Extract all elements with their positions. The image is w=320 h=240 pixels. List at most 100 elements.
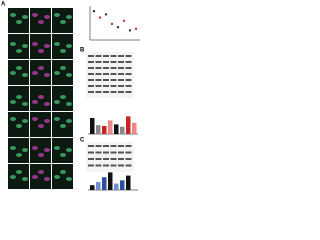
cell [54,100,60,104]
band [125,55,132,57]
data-point [128,29,132,32]
figure: A B C [1,2,140,191]
bar [120,126,125,134]
band [110,55,117,57]
cell [16,124,22,128]
band [125,145,132,147]
band [110,91,117,93]
bar [126,175,131,190]
band [95,67,102,69]
band [95,158,102,160]
band [118,61,124,63]
band [118,164,124,167]
data-point [116,26,120,29]
data-point [92,10,96,13]
bar [90,185,95,190]
band [125,79,132,81]
band [125,151,132,154]
panel-label: A [1,2,6,8]
band [103,61,109,63]
band [88,151,94,154]
cell [66,177,72,181]
cell [10,117,16,121]
image-tile [30,164,51,189]
cell [16,95,22,99]
cell [22,15,28,19]
cell [22,102,28,106]
band [110,67,117,69]
image-tile [30,34,51,59]
cell [38,95,44,99]
bar [90,118,95,134]
band [125,61,132,63]
band [118,145,124,147]
bar [102,126,107,134]
band [118,158,124,160]
cell [22,44,28,48]
band [103,79,109,81]
bar [96,125,101,134]
cell [44,177,50,181]
cell [60,124,66,128]
band [95,79,102,81]
cell [38,20,44,24]
cell [32,71,38,75]
image-tile [8,164,29,189]
band [103,158,109,160]
image-tile [52,138,73,163]
band [125,73,132,75]
cell [16,153,22,157]
image-tile [52,34,73,59]
band [118,67,124,69]
band [88,85,94,87]
cell [60,95,66,99]
bar [108,120,113,134]
band [103,164,109,167]
cell [10,71,16,75]
cell [60,170,66,174]
cell [38,153,44,157]
data-point [122,19,126,22]
cell [32,117,38,121]
cell [38,49,44,53]
image-tile [52,164,73,189]
cell [32,146,38,150]
cell [16,20,22,24]
band [110,79,117,81]
bar [120,180,125,190]
image-tile [8,138,29,163]
image-tile [8,60,29,85]
bar [96,182,101,190]
band [88,145,94,147]
cell [54,13,60,17]
cell [38,170,44,174]
bar [102,177,107,190]
band [118,79,124,81]
band [110,85,117,87]
cell [54,42,60,46]
band [88,158,94,160]
band [103,85,109,87]
cell [32,100,38,104]
cell [22,148,28,152]
data-point [98,16,102,19]
band [110,158,117,160]
band [125,158,132,160]
cell [66,102,72,106]
band [95,61,102,63]
cell [22,73,28,77]
cell [44,148,50,152]
band [110,164,117,167]
cell [10,100,16,104]
band [103,67,109,69]
cell [44,44,50,48]
band [88,61,94,63]
band [88,73,94,75]
blots [86,52,134,172]
panel-label: C [80,138,85,144]
cell [66,44,72,48]
cell [22,177,28,181]
cell [10,42,16,46]
cell [32,42,38,46]
cell [10,13,16,17]
